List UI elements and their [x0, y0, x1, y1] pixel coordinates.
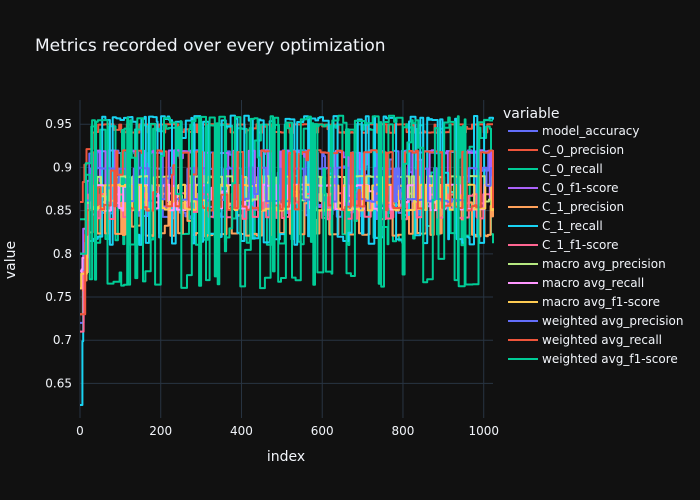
legend-label: weighted avg_precision [542, 314, 683, 328]
series-lines [80, 114, 494, 406]
y-tick-label: 0.75 [45, 290, 72, 304]
legend-label: macro avg_f1-score [542, 295, 660, 309]
legend-label: C_1_precision [542, 200, 624, 214]
y-tick-label: 0.9 [53, 160, 72, 174]
legend-label: C_0_recall [542, 162, 603, 176]
legend-item[interactable]: macro avg_precision [508, 257, 666, 271]
x-tick-label: 200 [149, 424, 172, 438]
legend-label: C_1_f1-score [542, 238, 618, 252]
legend-label: C_0_f1-score [542, 181, 618, 195]
legend-item[interactable]: C_1_recall [508, 219, 603, 233]
legend-item[interactable]: C_0_precision [508, 143, 624, 157]
y-tick-label: 0.85 [45, 204, 72, 218]
legend-label: C_1_recall [542, 219, 603, 233]
legend-label: weighted avg_recall [542, 333, 662, 347]
legend-item[interactable]: C_0_recall [508, 162, 603, 176]
legend-item[interactable]: C_0_f1-score [508, 181, 618, 195]
x-tick-label: 800 [392, 424, 415, 438]
x-axis-label: index [267, 449, 305, 465]
legend-item[interactable]: C_1_precision [508, 200, 624, 214]
legend-label: macro avg_recall [542, 276, 644, 290]
y-tick-label: 0.7 [53, 333, 72, 347]
legend-label: macro avg_precision [542, 257, 666, 271]
y-tick-label: 0.65 [45, 376, 72, 390]
x-tick-label: 1000 [468, 424, 499, 438]
legend-item[interactable]: weighted avg_precision [508, 314, 683, 328]
x-axis-ticks: 0 200 400 600 800 1000 [76, 424, 499, 438]
legend-item[interactable]: weighted avg_recall [508, 333, 662, 347]
y-tick-label: 0.95 [45, 117, 72, 131]
legend-item[interactable]: macro avg_recall [508, 276, 644, 290]
chart-title: Metrics recorded over every optimization [35, 36, 386, 56]
y-axis-label: value [3, 241, 19, 279]
y-tick-label: 0.8 [53, 247, 72, 261]
y-axis-ticks: 0.65 0.7 0.75 0.8 0.85 0.9 0.95 [45, 117, 72, 390]
legend-label: model_accuracy [542, 124, 640, 138]
legend-item[interactable]: weighted avg_f1-score [508, 352, 678, 366]
legend-label: C_0_precision [542, 143, 624, 157]
legend[interactable]: model_accuracy C_0_precision C_0_recall C_0… [508, 124, 683, 366]
legend-item[interactable]: macro avg_f1-score [508, 295, 660, 309]
x-tick-label: 400 [230, 424, 253, 438]
legend-item[interactable]: model_accuracy [508, 124, 640, 138]
x-tick-label: 600 [311, 424, 334, 438]
legend-label: weighted avg_f1-score [542, 352, 678, 366]
legend-item[interactable]: C_1_f1-score [508, 238, 618, 252]
legend-title: variable [503, 106, 559, 122]
series-line-weighted-avg-f1-score [80, 114, 493, 290]
x-tick-label: 0 [76, 424, 84, 438]
